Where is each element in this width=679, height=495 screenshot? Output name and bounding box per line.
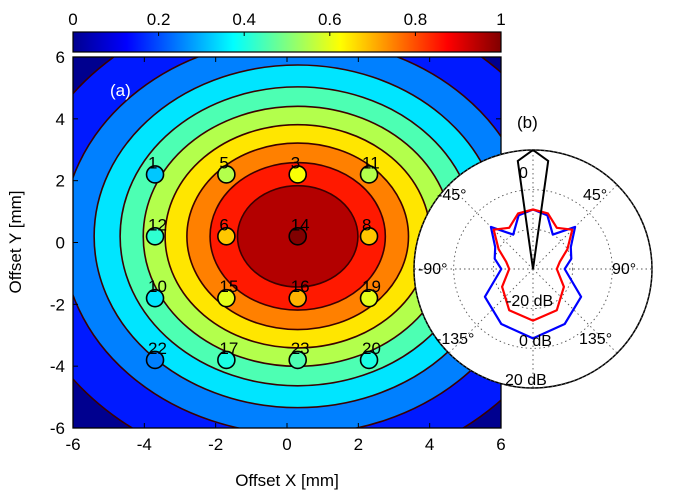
sensor-marker bbox=[359, 227, 379, 246]
polar-angle-label: -45° bbox=[437, 187, 467, 204]
polar-grid-ring bbox=[453, 189, 613, 349]
x-tick-label: 4 bbox=[425, 435, 434, 454]
sensor-marker bbox=[359, 288, 379, 308]
sensor-marker-label: 10 bbox=[148, 277, 167, 296]
polar-grid-ring bbox=[492, 228, 574, 310]
sensor-marker-label: 5 bbox=[219, 153, 228, 172]
x-tick-label: 0 bbox=[282, 435, 291, 454]
sensor-marker bbox=[288, 227, 308, 246]
sensor-marker bbox=[145, 165, 165, 184]
sensor-marker-label: 15 bbox=[219, 277, 238, 296]
sensor-marker-label: 12 bbox=[148, 215, 167, 234]
x-tick-label: 2 bbox=[354, 435, 363, 454]
polar-grid-ring bbox=[413, 149, 653, 389]
polar-angle-label: -135° bbox=[436, 331, 474, 348]
colorbar-tick-label: 0 bbox=[68, 10, 77, 29]
polar-radial-label: 0 dB bbox=[519, 333, 552, 350]
x-axis-label: Offset X [mm] bbox=[235, 471, 339, 490]
y-tick-label: 6 bbox=[56, 48, 65, 67]
x-tick-label: 6 bbox=[496, 435, 505, 454]
polar-angle-label: 90° bbox=[612, 261, 636, 278]
polar-labels: 0 45° 90° 135° -45° -90° -135° -20 dB 0 dB 20 dB bbox=[418, 165, 636, 389]
x-tick-label: -6 bbox=[65, 435, 80, 454]
sensor-marker bbox=[217, 165, 236, 184]
axis-ticks: -6 -4 -2 0 2 4 6 -6 -4 -2 0 2 4 6 bbox=[50, 48, 506, 454]
sensor-marker bbox=[217, 227, 236, 246]
sensor-marker bbox=[145, 288, 165, 308]
y-tick-label: -6 bbox=[50, 419, 65, 438]
sensor-marker-label: 19 bbox=[362, 277, 381, 296]
sensor-marker bbox=[288, 165, 308, 184]
colorbar-tick-label: 0.4 bbox=[232, 10, 256, 29]
sensor-marker-label: 14 bbox=[291, 215, 310, 234]
sensor-marker-label: 6 bbox=[219, 215, 228, 234]
panel-label-a: (a) bbox=[110, 81, 131, 100]
sensor-marker bbox=[359, 165, 379, 184]
sensor-marker bbox=[217, 350, 236, 370]
y-tick-label: 0 bbox=[56, 234, 65, 253]
polar-red-series bbox=[492, 208, 574, 322]
colorbar: 0 0.2 0.4 0.6 0.8 1 bbox=[68, 10, 506, 53]
sensor-marker bbox=[288, 288, 308, 308]
sensor-marker-label: 11 bbox=[362, 153, 380, 172]
sensor-marker bbox=[145, 227, 165, 246]
colorbar-tick-label: 0.2 bbox=[147, 10, 171, 29]
colorbar-gradient bbox=[72, 31, 502, 53]
colorbar-tick-label: 1 bbox=[496, 10, 505, 29]
polar-angle-label: -90° bbox=[418, 261, 448, 278]
colorbar-tick-label: 0.8 bbox=[404, 10, 428, 29]
x-tick-label: -4 bbox=[137, 435, 152, 454]
y-tick-label: 2 bbox=[56, 172, 65, 191]
sensor-marker-label: 17 bbox=[219, 339, 238, 358]
panel-label-b: (b) bbox=[517, 113, 538, 132]
sensor-marker-label: 1 bbox=[148, 153, 157, 172]
y-tick-label: -4 bbox=[50, 357, 65, 376]
polar-angle-label: 135° bbox=[579, 331, 612, 348]
y-axis-label: Offset Y [mm] bbox=[6, 191, 25, 294]
colorbar-tick-label: 0.6 bbox=[318, 10, 342, 29]
sensor-marker-label: 16 bbox=[291, 277, 310, 296]
sensor-marker-label: 3 bbox=[291, 153, 300, 172]
y-tick-label: 4 bbox=[56, 110, 65, 129]
sensor-marker-label: 8 bbox=[362, 215, 371, 234]
polar-radial-label: 20 dB bbox=[505, 372, 547, 389]
polar-grid-spoke bbox=[532, 268, 618, 354]
polar-angle-label: 45° bbox=[583, 187, 607, 204]
polar-beam-series bbox=[516, 150, 550, 270]
sensor-marker bbox=[288, 350, 308, 370]
polar-angle-label: 0 bbox=[519, 165, 528, 182]
polar-grid-spoke bbox=[448, 268, 534, 354]
sensor-marker-label: 20 bbox=[362, 339, 381, 358]
sensor-marker bbox=[217, 288, 236, 308]
x-tick-label: -2 bbox=[208, 435, 223, 454]
sensor-marker bbox=[145, 350, 165, 370]
polar-radial-label: -20 dB bbox=[506, 293, 553, 310]
polar-series bbox=[483, 150, 583, 340]
sensor-marker-label: 23 bbox=[291, 339, 310, 358]
y-tick-label: -2 bbox=[50, 295, 65, 314]
sensor-marker bbox=[359, 350, 379, 370]
colorbar-ticks: 0 0.2 0.4 0.6 0.8 1 bbox=[68, 10, 506, 36]
sensor-marker-label: 22 bbox=[148, 339, 167, 358]
